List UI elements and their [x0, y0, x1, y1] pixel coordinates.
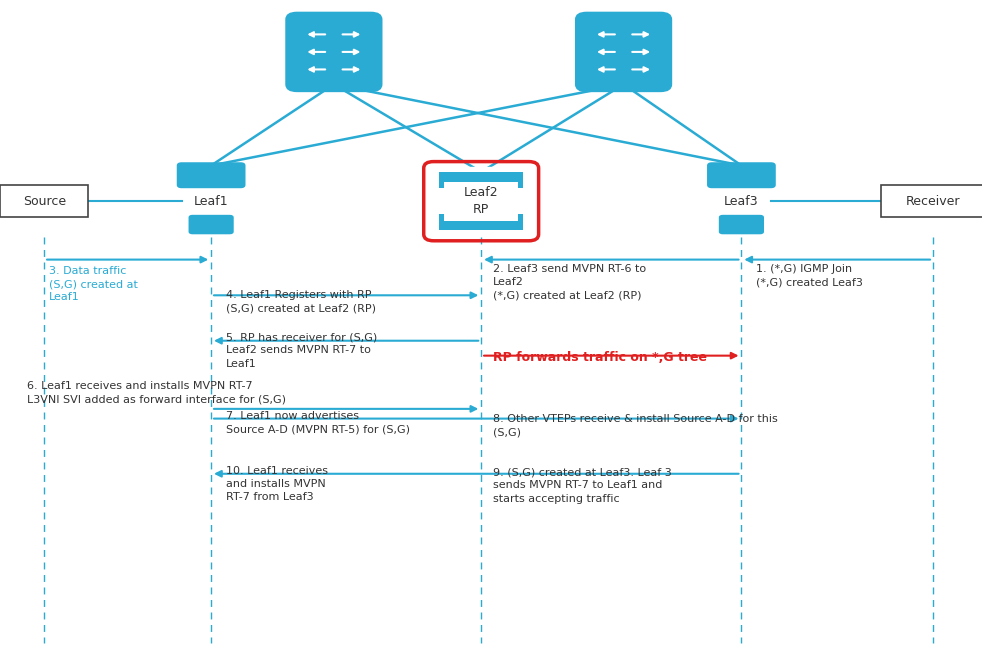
Text: 3. Data traffic
(S,G) created at
Leaf1: 3. Data traffic (S,G) created at Leaf1 — [49, 266, 138, 302]
FancyBboxPatch shape — [707, 162, 776, 188]
FancyBboxPatch shape — [439, 214, 522, 230]
Text: 4. Leaf1 Registers with RP
(S,G) created at Leaf2 (RP): 4. Leaf1 Registers with RP (S,G) created… — [226, 290, 376, 313]
FancyBboxPatch shape — [439, 172, 522, 188]
Text: 6. Leaf1 receives and installs MVPN RT-7
L3VNI SVI added as forward interface fo: 6. Leaf1 receives and installs MVPN RT-7… — [27, 381, 287, 404]
Text: 2. Leaf3 send MVPN RT-6 to
Leaf2
(*,G) created at Leaf2 (RP): 2. Leaf3 send MVPN RT-6 to Leaf2 (*,G) c… — [493, 264, 646, 300]
Text: RP forwards traffic on *,G tree: RP forwards traffic on *,G tree — [493, 351, 707, 364]
FancyBboxPatch shape — [881, 185, 982, 217]
Text: Source: Source — [23, 195, 66, 208]
FancyBboxPatch shape — [719, 215, 764, 234]
Text: 7. Leaf1 now advertises
Source A-D (MVPN RT-5) for (S,G): 7. Leaf1 now advertises Source A-D (MVPN… — [226, 411, 409, 434]
FancyBboxPatch shape — [444, 182, 518, 221]
Text: 9. (S,G) created at Leaf3. Leaf 3
sends MVPN RT-7 to Leaf1 and
starts accepting : 9. (S,G) created at Leaf3. Leaf 3 sends … — [493, 467, 672, 504]
FancyBboxPatch shape — [177, 162, 246, 188]
Text: 5. RP has receiver for (S,G)
Leaf2 sends MVPN RT-7 to
Leaf1: 5. RP has receiver for (S,G) Leaf2 sends… — [226, 332, 377, 369]
Text: Leaf2
RP: Leaf2 RP — [464, 186, 499, 216]
Text: Leaf1: Leaf1 — [193, 195, 229, 208]
Text: 8. Other VTEPs receive & install Source A-D for this
(S,G): 8. Other VTEPs receive & install Source … — [493, 414, 778, 437]
Text: Receiver: Receiver — [905, 195, 960, 208]
FancyBboxPatch shape — [574, 12, 672, 92]
Text: Leaf3: Leaf3 — [724, 195, 759, 208]
FancyBboxPatch shape — [189, 215, 234, 234]
FancyBboxPatch shape — [0, 185, 88, 217]
Text: 1. (*,G) IGMP Join
(*,G) created Leaf3: 1. (*,G) IGMP Join (*,G) created Leaf3 — [756, 264, 863, 288]
FancyBboxPatch shape — [285, 12, 383, 92]
FancyBboxPatch shape — [431, 167, 530, 236]
Text: 10. Leaf1 receives
and installs MVPN
RT-7 from Leaf3: 10. Leaf1 receives and installs MVPN RT-… — [226, 466, 328, 502]
